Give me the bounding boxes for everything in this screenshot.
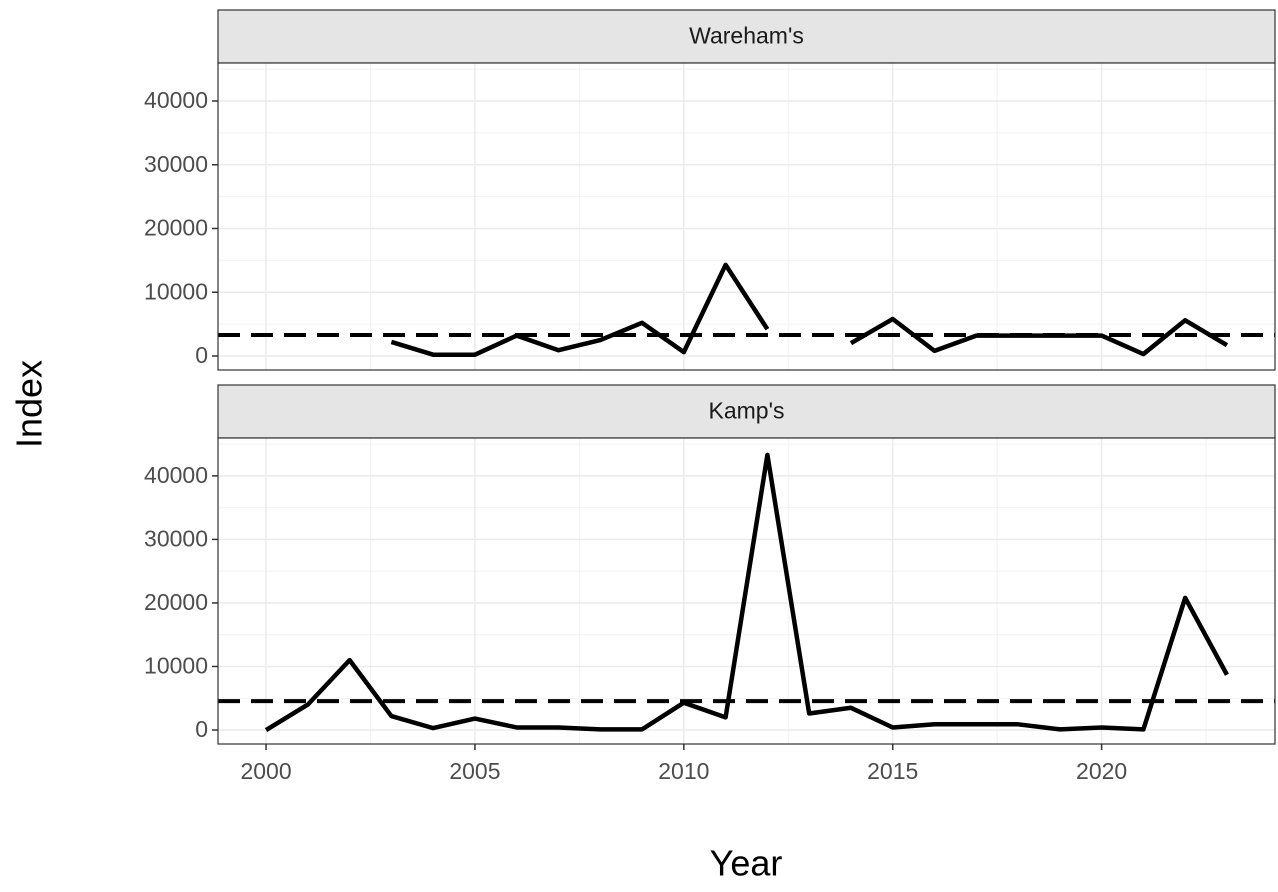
y-tick-label: 40000 [144, 87, 208, 113]
y-tick-label: 20000 [144, 215, 208, 241]
y-tick-label: 30000 [144, 151, 208, 177]
facet-title: Kamp's [709, 398, 785, 424]
y-tick-label: 0 [195, 342, 208, 368]
y-tick-label: 30000 [144, 525, 208, 551]
x-tick-label: 2005 [449, 758, 500, 784]
y-tick-label: 10000 [144, 278, 208, 304]
x-tick-label: 2020 [1076, 758, 1127, 784]
x-axis-title: Year [710, 843, 783, 884]
panel-border [217, 437, 1276, 745]
data-line [264, 452, 1229, 732]
panel-background [218, 63, 1275, 370]
x-tick-label: 2010 [658, 758, 709, 784]
y-tick-label: 20000 [144, 589, 208, 615]
x-tick-label: 2000 [240, 758, 291, 784]
y-tick-label: 10000 [144, 653, 208, 679]
data-line [390, 262, 1229, 357]
y-axis-title: Index [9, 360, 50, 448]
x-tick-label: 2015 [867, 758, 918, 784]
y-tick-label: 40000 [144, 462, 208, 488]
strip-background [217, 9, 1276, 64]
panel-border [217, 62, 1276, 371]
facet-title: Wareham's [689, 23, 804, 49]
y-tick-label: 0 [195, 716, 208, 742]
strip-background [217, 384, 1276, 439]
